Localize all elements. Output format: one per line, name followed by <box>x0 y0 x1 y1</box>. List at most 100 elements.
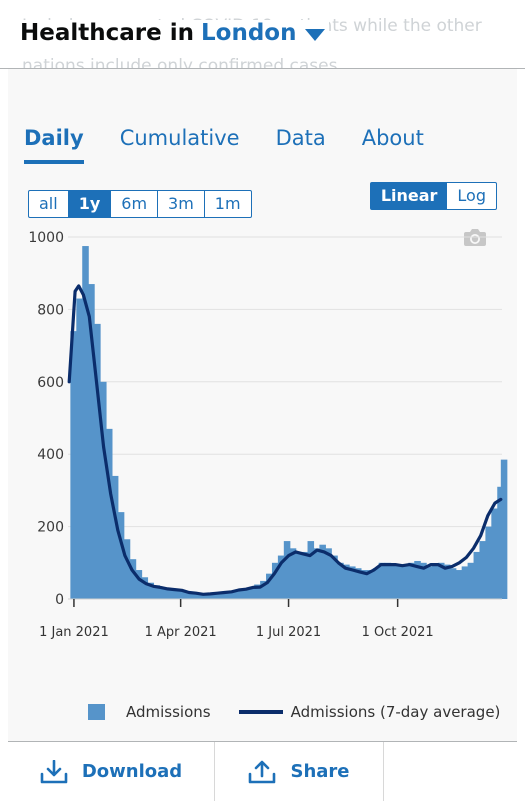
tab-daily[interactable]: Daily <box>24 126 84 164</box>
bar <box>372 568 380 599</box>
bar <box>123 539 131 599</box>
share-button[interactable]: Share <box>215 742 384 801</box>
tab-cumulative[interactable]: Cumulative <box>119 126 240 150</box>
bar <box>307 541 315 599</box>
time-range-selector: all 1y 6m 3m 1m <box>28 190 252 218</box>
bar <box>141 577 149 599</box>
bar <box>432 564 439 599</box>
x-tick-label: 1 Jul 2021 <box>256 625 321 640</box>
bar <box>319 544 326 599</box>
bar <box>360 570 368 599</box>
x-tick-label: 1 Jan 2021 <box>39 625 109 640</box>
bar <box>260 580 267 599</box>
bar <box>70 331 77 599</box>
tab-about[interactable]: About <box>361 126 424 150</box>
range-1y-button[interactable]: 1y <box>68 191 112 217</box>
bar <box>491 508 498 599</box>
bar <box>82 246 89 600</box>
bar <box>343 564 350 599</box>
range-all-button[interactable]: all <box>29 191 69 217</box>
bar <box>248 588 255 599</box>
scale-linear-button[interactable]: Linear <box>370 183 448 209</box>
range-3m-button[interactable]: 3m <box>158 191 205 217</box>
bar <box>437 562 445 599</box>
bar <box>479 541 487 599</box>
bar <box>218 592 226 599</box>
bar <box>337 562 344 599</box>
bar <box>242 589 249 599</box>
download-button[interactable]: Download <box>8 742 215 801</box>
y-tick-label: 0 <box>55 592 64 608</box>
bar <box>153 585 160 599</box>
bar <box>396 564 404 599</box>
bar <box>271 562 279 599</box>
bar <box>500 459 508 599</box>
bar <box>129 559 137 599</box>
range-1m-button[interactable]: 1m <box>214 194 241 213</box>
range-6m-button[interactable]: 6m <box>111 191 159 217</box>
scale-log-button[interactable]: Log <box>457 186 486 205</box>
y-tick-label: 1000 <box>28 230 64 246</box>
bar <box>224 592 232 599</box>
bar <box>117 512 125 599</box>
tab-data[interactable]: Data <box>275 126 326 150</box>
x-tick-label: 1 Apr 2021 <box>145 625 217 640</box>
y-tick-label: 200 <box>37 520 64 536</box>
x-tick-label: 1 Oct 2021 <box>362 625 434 640</box>
bar <box>289 548 297 599</box>
share-icon <box>249 760 276 783</box>
bar <box>473 551 481 599</box>
download-label: Download <box>81 761 183 782</box>
bar <box>171 588 178 599</box>
bar <box>147 582 154 599</box>
download-icon <box>40 759 68 783</box>
y-tick-label: 600 <box>37 375 64 391</box>
bar <box>188 592 196 599</box>
bar <box>206 593 214 599</box>
average-line <box>67 284 503 596</box>
bar <box>384 562 392 599</box>
chart-legend: Admissions Admissions (7-day average) <box>88 703 500 721</box>
page-header: Includes suspected COVID-19 patients whi… <box>0 0 525 69</box>
bar <box>165 588 172 599</box>
bar <box>497 486 504 599</box>
bar <box>100 381 107 599</box>
page-title: Healthcare in London <box>20 20 330 46</box>
admissions-chart: 1000 800 600 400 200 0 1 Jan 2021 1 Apr 2021 1 J… <box>28 230 508 640</box>
bar <box>331 555 338 599</box>
bar <box>461 566 469 599</box>
bar <box>212 593 220 599</box>
legend-admissions-average: Admissions (7-day average) <box>290 703 501 721</box>
bar <box>94 323 101 599</box>
footer-actions: Download Share <box>8 741 517 801</box>
legend-admissions: Admissions <box>126 703 211 721</box>
y-tick-label: 800 <box>37 302 64 318</box>
bar <box>408 562 415 599</box>
bar <box>426 566 433 599</box>
bar <box>105 428 113 599</box>
legend-bar-swatch <box>88 704 105 720</box>
bar <box>177 589 184 599</box>
bar <box>378 562 386 599</box>
tab-bar: Daily Cumulative Data About <box>24 126 460 164</box>
bar <box>313 548 321 599</box>
bar <box>420 562 427 599</box>
bar <box>283 541 291 599</box>
bar <box>325 548 332 599</box>
caret-down-icon[interactable] <box>305 28 326 41</box>
bar <box>366 570 374 599</box>
bar <box>277 555 285 599</box>
bar <box>467 562 475 599</box>
bar <box>159 587 166 599</box>
share-label: Share <box>290 761 350 782</box>
background-text-line-2: nations include only confirmed cases. <box>22 56 343 69</box>
bar <box>230 591 237 599</box>
bar <box>443 564 451 599</box>
bar <box>111 475 119 599</box>
bar <box>236 591 243 599</box>
bar <box>455 570 463 599</box>
bar <box>194 593 202 599</box>
bar <box>183 591 190 599</box>
location-selector[interactable]: London <box>200 20 297 46</box>
bar <box>88 284 95 599</box>
